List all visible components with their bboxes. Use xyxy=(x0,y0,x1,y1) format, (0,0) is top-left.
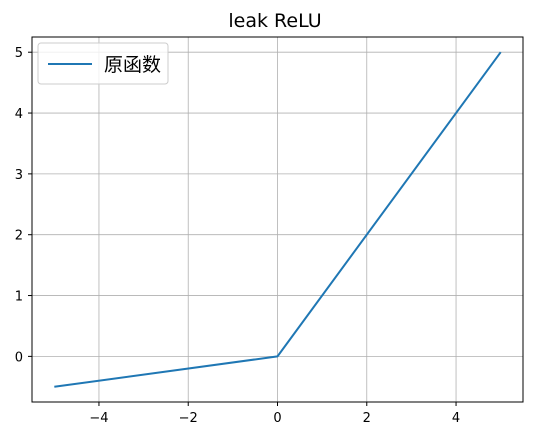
y-tick-label: 5 xyxy=(15,46,23,61)
x-tick-label: 2 xyxy=(363,411,371,426)
x-ticks: −4 −2 0 2 4 xyxy=(89,402,460,426)
y-tick-label: 3 xyxy=(15,168,23,183)
legend: 原函数 xyxy=(37,42,169,85)
x-tick-label: −4 xyxy=(89,411,108,426)
y-tick-label: 0 xyxy=(15,350,23,365)
y-tick-label: 4 xyxy=(15,107,23,122)
legend-label: 原函数 xyxy=(104,54,161,76)
y-tick-label: 1 xyxy=(15,290,23,305)
x-tick-label: −2 xyxy=(179,411,198,426)
x-tick-label: 4 xyxy=(452,411,460,426)
chart-title: leak ReLU xyxy=(228,10,321,32)
series-line xyxy=(54,51,502,388)
grid xyxy=(32,37,523,402)
y-ticks: 0 1 2 3 4 5 xyxy=(15,46,32,365)
y-tick-label: 2 xyxy=(15,229,23,244)
legend-box xyxy=(37,42,169,85)
series-lines xyxy=(54,51,502,388)
x-tick-label: 0 xyxy=(273,411,281,426)
